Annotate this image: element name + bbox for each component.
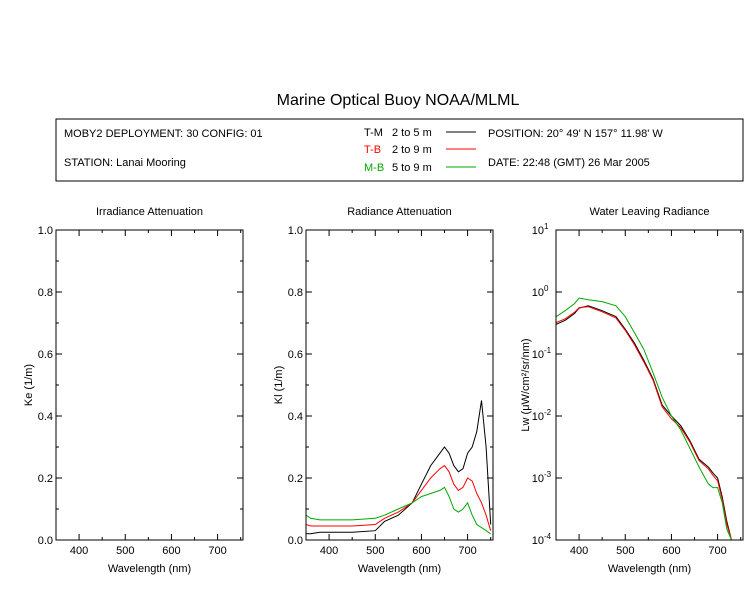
y-tick-label: 10 [532, 535, 544, 547]
radiance-panel: Radiance Attenuation 400 500 600 700 0.0 0.2 0.… [273, 206, 494, 575]
y-tick-label: 10 [532, 411, 544, 423]
plot-frame [305, 229, 494, 541]
panel-title: Irradiance Attenuation [96, 206, 203, 218]
y-tick-exponent: 1 [544, 222, 549, 231]
y-tick-label: 0.0 [288, 535, 303, 547]
y-tick-label: 0.6 [288, 349, 303, 361]
y-tick-label: 0.4 [38, 411, 53, 423]
x-axis-label: Wavelength (nm) [358, 563, 441, 575]
position-label: POSITION: 20° 49' N 157° 11.98' W [488, 128, 663, 140]
x-tick-label: 700 [208, 545, 226, 557]
y-tick-label: 1.0 [288, 225, 303, 237]
series-group [306, 400, 492, 535]
plot-frame [55, 229, 244, 541]
x-tick-label: 600 [412, 545, 430, 557]
x-tick-label: 600 [162, 545, 180, 557]
legend: T-M 2 to 5 m T-B 2 to 9 m M-B 5 to 9 m [364, 127, 476, 174]
x-tick-label: 400 [320, 545, 338, 557]
y-tick-label: 10 [532, 473, 544, 485]
x-axis-label: Wavelength (nm) [108, 563, 191, 575]
legend-range-tb: 2 to 9 m [392, 144, 432, 156]
y-axis-label: Kl (1/m) [273, 366, 285, 405]
y-tick-label: 10 [532, 225, 544, 237]
date-label: DATE: 22:48 (GMT) 26 Mar 2005 [488, 157, 650, 169]
y-tick-label: 0.4 [288, 411, 303, 423]
series-line-m-b [556, 297, 741, 540]
y-tick-label: 0.8 [38, 287, 53, 299]
series-group [556, 297, 741, 540]
y-axis-label: Lw (μW/cm²/sr/nm) [520, 338, 532, 431]
legend-id-mb: M-B [364, 162, 384, 174]
series-line-t-b [306, 464, 492, 531]
series-line-m-b [306, 486, 491, 535]
y-axis-label: Ke (1/m) [23, 364, 35, 406]
y-tick-label: 10 [532, 287, 544, 299]
legend-range-mb: 5 to 9 m [392, 162, 432, 174]
legend-id-tm: T-M [364, 127, 383, 139]
plot-frame [555, 229, 744, 541]
panel-title: Water Leaving Radiance [589, 206, 709, 218]
y-tick-label: 0.6 [38, 349, 53, 361]
y-tick-exponent: 0 [544, 284, 549, 293]
x-tick-label: 500 [366, 545, 384, 557]
station-label: STATION: Lanai Mooring [64, 157, 186, 169]
info-box [55, 118, 744, 182]
series-line-t-m [556, 305, 741, 540]
y-tick-exponent: -2 [544, 408, 552, 417]
x-tick-label: 500 [616, 545, 634, 557]
y-tick-exponent: -4 [544, 532, 552, 541]
x-tick-label: 700 [708, 545, 726, 557]
series-line-t-b [556, 306, 741, 540]
y-tick-exponent: -3 [544, 470, 552, 479]
legend-range-tm: 2 to 5 m [392, 127, 432, 139]
y-tick-exponent: -1 [544, 346, 552, 355]
page-title: Marine Optical Buoy NOAA/MLML [277, 92, 520, 109]
y-tick-label: 0.8 [288, 287, 303, 299]
x-axis-label: Wavelength (nm) [608, 563, 691, 575]
y-tick-label: 0.0 [38, 535, 53, 547]
series-line-t-m [306, 400, 492, 535]
deployment-label: MOBY2 DEPLOYMENT: 30 CONFIG: 01 [64, 128, 263, 140]
x-tick-label: 400 [570, 545, 588, 557]
x-tick-label: 500 [116, 545, 134, 557]
y-tick-label: 0.2 [288, 473, 303, 485]
y-tick-label: 10 [532, 349, 544, 361]
y-tick-label: 0.2 [38, 473, 53, 485]
x-tick-label: 400 [70, 545, 88, 557]
x-tick-label: 700 [458, 545, 476, 557]
legend-id-tb: T-B [364, 144, 381, 156]
irradiance-panel: Irradiance Attenuation 400 500 600 700 0.0 0.2… [23, 206, 244, 575]
panel-title: Radiance Attenuation [347, 206, 452, 218]
x-tick-label: 600 [662, 545, 680, 557]
y-tick-label: 1.0 [38, 225, 53, 237]
